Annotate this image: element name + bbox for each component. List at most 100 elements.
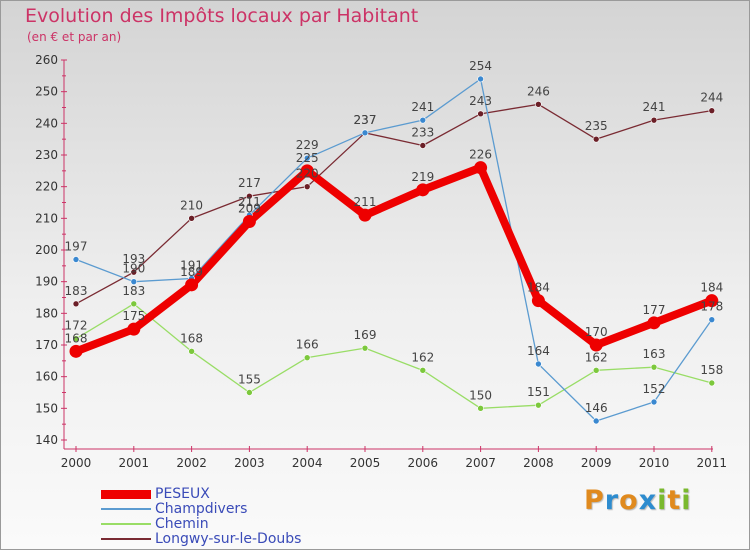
data-point bbox=[477, 75, 484, 83]
data-point bbox=[592, 367, 600, 374]
x-tick-label: 2010 bbox=[639, 456, 670, 470]
x-tick-label: 2001 bbox=[119, 456, 150, 470]
legend-swatch bbox=[101, 508, 151, 510]
data-point bbox=[416, 183, 430, 197]
data-point bbox=[361, 129, 369, 137]
data-point bbox=[130, 268, 138, 276]
y-tick-label: 140 bbox=[35, 433, 58, 447]
legend-swatch bbox=[101, 489, 151, 499]
data-label: 226 bbox=[469, 148, 492, 162]
data-label: 189 bbox=[180, 265, 203, 279]
data-label: 233 bbox=[411, 126, 434, 140]
data-label: 241 bbox=[411, 100, 434, 114]
data-label: 170 bbox=[585, 325, 608, 339]
data-point bbox=[246, 389, 253, 396]
data-label: 225 bbox=[296, 151, 319, 165]
legend-swatch bbox=[101, 538, 151, 540]
data-label: 219 bbox=[411, 170, 434, 184]
proxiti-logo: Proxiti bbox=[584, 485, 692, 516]
x-tick-label: 2009 bbox=[581, 456, 612, 470]
x-tick-label: 2002 bbox=[176, 456, 207, 470]
data-point bbox=[419, 142, 427, 149]
data-label: 162 bbox=[585, 350, 608, 364]
data-point bbox=[127, 322, 141, 336]
data-label: 184 bbox=[527, 281, 550, 295]
legend-label: Champdivers bbox=[155, 501, 248, 517]
data-label: 162 bbox=[411, 350, 434, 364]
data-point bbox=[474, 161, 488, 175]
data-point bbox=[535, 401, 542, 409]
x-tick-label: 2000 bbox=[61, 456, 92, 470]
legend-label: PESEUX bbox=[155, 486, 210, 502]
data-label: 177 bbox=[643, 303, 666, 317]
data-point bbox=[188, 348, 195, 355]
data-label: 183 bbox=[122, 284, 145, 298]
data-label: 166 bbox=[296, 338, 319, 352]
y-tick-label: 160 bbox=[35, 370, 58, 384]
data-point bbox=[708, 379, 716, 387]
data-label: 190 bbox=[122, 262, 145, 276]
data-point bbox=[592, 417, 600, 425]
data-point bbox=[185, 278, 199, 292]
data-point bbox=[72, 335, 80, 342]
data-label: 158 bbox=[700, 363, 723, 377]
data-label: 184 bbox=[700, 281, 723, 295]
data-point bbox=[303, 154, 311, 162]
legend-label: Chemin bbox=[155, 516, 209, 532]
x-tick-label: 2006 bbox=[408, 456, 439, 470]
legend-item-champdivers: Champdivers bbox=[101, 502, 247, 516]
legend-item-longwy: Longwy-sur-le-Doubs bbox=[101, 532, 301, 546]
data-label: 217 bbox=[238, 176, 261, 190]
data-label: 243 bbox=[469, 94, 492, 108]
y-tick-label: 170 bbox=[35, 338, 58, 352]
data-point bbox=[650, 398, 658, 406]
y-tick-label: 150 bbox=[35, 401, 58, 415]
logo-letter: x bbox=[638, 485, 658, 516]
y-tick-label: 190 bbox=[35, 275, 58, 289]
data-point bbox=[246, 192, 253, 200]
data-point bbox=[535, 360, 542, 368]
series-line-chemin bbox=[75, 303, 713, 409]
logo-letter: o bbox=[619, 485, 639, 516]
data-label: 237 bbox=[354, 113, 377, 127]
y-tick-label: 260 bbox=[35, 53, 58, 67]
data-label: 164 bbox=[527, 344, 550, 358]
data-label: 235 bbox=[585, 119, 608, 133]
series-line-peseux bbox=[72, 163, 716, 356]
logo-letter: P bbox=[584, 485, 605, 516]
legend-swatch bbox=[101, 523, 151, 525]
data-point bbox=[130, 278, 138, 285]
data-point bbox=[650, 116, 658, 124]
x-tick-label: 2007 bbox=[465, 456, 496, 470]
data-label: 254 bbox=[469, 59, 492, 73]
data-point bbox=[592, 135, 600, 143]
data-point bbox=[72, 256, 80, 263]
chart-title: Evolution des Impôts locaux par Habitant bbox=[25, 5, 419, 27]
data-point bbox=[650, 363, 658, 371]
data-label: 168 bbox=[180, 331, 203, 345]
legend-item-peseux: PESEUX bbox=[101, 487, 210, 501]
data-point bbox=[72, 300, 80, 308]
data-point bbox=[303, 183, 311, 190]
logo-letter: r bbox=[604, 485, 620, 516]
data-label: 151 bbox=[527, 385, 550, 399]
data-point bbox=[419, 116, 427, 124]
data-label: 169 bbox=[354, 328, 377, 342]
x-tick-label: 2005 bbox=[350, 456, 381, 470]
data-label: 210 bbox=[180, 198, 203, 212]
data-label: 168 bbox=[65, 331, 88, 345]
data-point bbox=[130, 300, 138, 308]
x-tick-label: 2008 bbox=[523, 456, 554, 470]
data-point bbox=[647, 316, 661, 330]
legend-label: Longwy-sur-le-Doubs bbox=[155, 531, 302, 547]
data-point bbox=[535, 101, 542, 108]
data-point bbox=[361, 344, 369, 352]
y-tick-label: 230 bbox=[35, 148, 58, 162]
data-point bbox=[188, 215, 195, 222]
series-line-longwy-sur-le-doubs bbox=[75, 103, 713, 305]
data-label: 146 bbox=[585, 401, 608, 415]
data-label: 241 bbox=[643, 100, 666, 114]
data-point bbox=[358, 208, 372, 222]
